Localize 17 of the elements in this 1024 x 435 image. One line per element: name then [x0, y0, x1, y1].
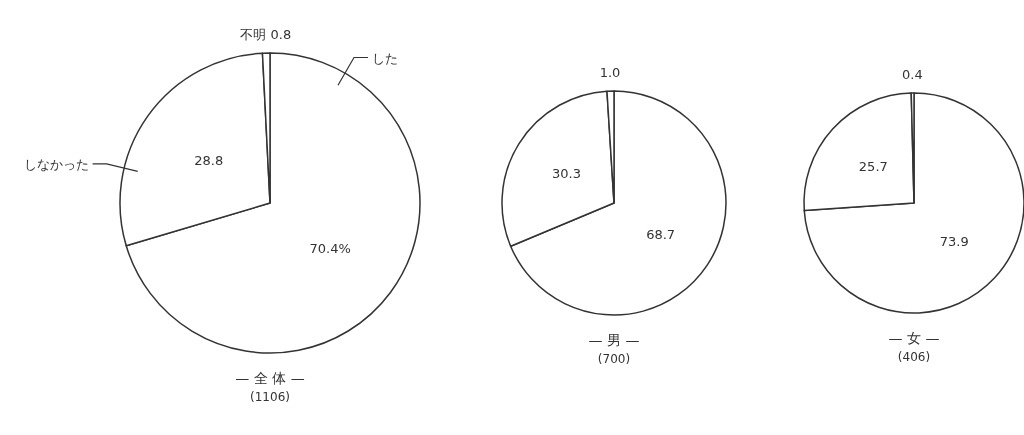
data-label: 0.4 — [902, 67, 923, 83]
slice-label: した — [372, 50, 398, 66]
data-label: 1.0 — [599, 65, 621, 81]
text: (406) — [897, 350, 931, 364]
slice-label: しなかった — [23, 156, 89, 172]
data-label: 70.4% — [309, 240, 351, 256]
text: — 女 — — [888, 330, 940, 346]
data-label: 28.8 — [194, 152, 224, 168]
text: — 男 — — [588, 332, 640, 348]
text: (700) — [597, 352, 631, 366]
data-label: 25.7 — [858, 158, 888, 174]
text: (1106) — [250, 390, 290, 404]
text: — 全 体 — — [235, 370, 305, 386]
data-label: 68.7 — [646, 227, 676, 243]
slice-label: 不明 0.8 — [240, 27, 292, 43]
data-label: 30.3 — [551, 166, 581, 182]
data-label: 73.9 — [939, 233, 969, 249]
